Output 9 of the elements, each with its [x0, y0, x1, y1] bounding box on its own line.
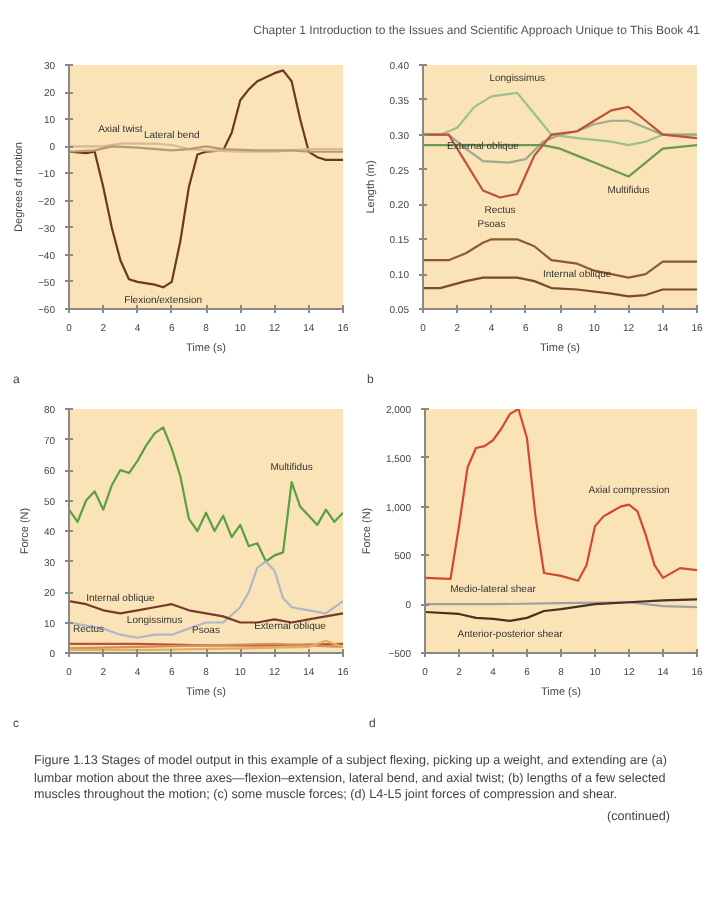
line-series — [423, 105, 697, 199]
line-series — [425, 598, 697, 622]
line-series — [69, 600, 343, 624]
line-series — [423, 144, 697, 178]
line-series — [425, 409, 697, 582]
line-series — [69, 426, 343, 563]
line-series — [423, 276, 697, 298]
line-series — [69, 560, 343, 639]
line-series — [423, 238, 697, 279]
